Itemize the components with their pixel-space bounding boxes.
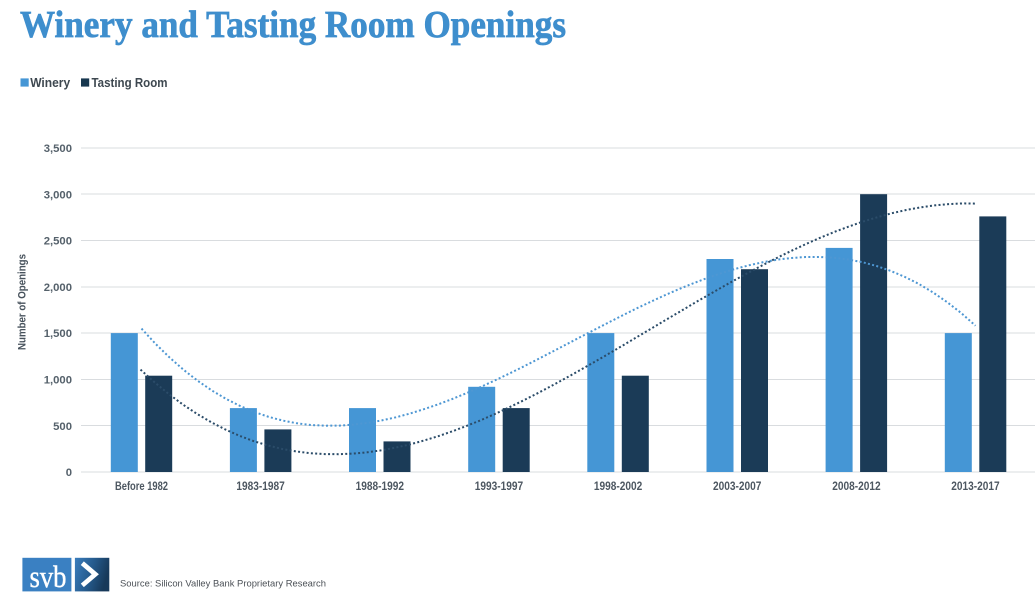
svg-text:Before 1982: Before 1982 <box>115 480 168 493</box>
svg-text:1983-1987: 1983-1987 <box>236 480 284 493</box>
svg-text:3,500: 3,500 <box>44 143 72 155</box>
svg-text:Number of Openings: Number of Openings <box>16 254 28 350</box>
svg-text:Winery and Tasting Room Openin: Winery and Tasting Room Openings <box>20 4 566 46</box>
svg-text:0: 0 <box>66 467 72 479</box>
svg-text:500: 500 <box>53 421 72 433</box>
svg-text:svb: svb <box>30 559 67 594</box>
svg-text:2,500: 2,500 <box>44 236 72 248</box>
svg-text:1988-1992: 1988-1992 <box>356 480 405 493</box>
svg-text:3,000: 3,000 <box>44 189 72 201</box>
svg-text:1993-1997: 1993-1997 <box>475 480 523 493</box>
svg-text:1,000: 1,000 <box>44 375 72 387</box>
svg-text:2013-2017: 2013-2017 <box>951 480 999 493</box>
svg-text:1998-2002: 1998-2002 <box>594 480 643 493</box>
svg-text:2008-2012: 2008-2012 <box>832 480 881 493</box>
svg-text:Tasting Room: Tasting Room <box>92 76 168 90</box>
svg-text:Winery: Winery <box>30 76 70 90</box>
svg-text:2,000: 2,000 <box>44 282 72 294</box>
svg-text:2003-2007: 2003-2007 <box>713 480 761 493</box>
svg-text:1,500: 1,500 <box>44 328 72 340</box>
svg-text:Source: Silicon Valley Bank Pr: Source: Silicon Valley Bank Proprietary … <box>120 578 326 589</box>
